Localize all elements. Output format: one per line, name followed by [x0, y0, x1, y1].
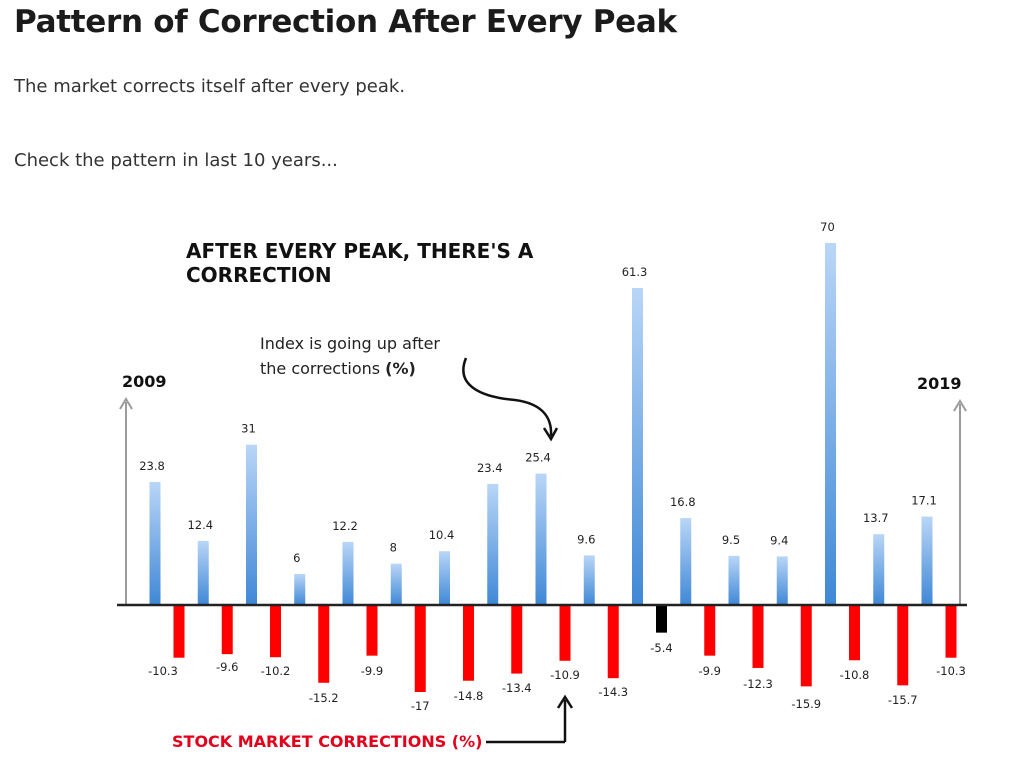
positive-value-label: 9.4 — [770, 533, 788, 547]
annotation-curved-arrow — [462, 357, 553, 437]
correction-value-label: -10.9 — [550, 668, 580, 682]
positive-bar — [294, 573, 306, 605]
annotation-line2-unit: (%) — [385, 359, 416, 378]
positive-value-label: 12.2 — [332, 519, 358, 533]
corrections-arrow-head — [556, 694, 574, 709]
correction-value-label: -10.2 — [261, 664, 291, 678]
correction-bar — [849, 605, 860, 661]
chart-title-line1: AFTER EVERY PEAK, THERE'S A — [186, 239, 534, 263]
positive-value-label: 17.1 — [911, 494, 937, 508]
correction-bar — [414, 605, 426, 692]
correction-bar — [800, 605, 812, 687]
end-arrow-head — [953, 399, 967, 412]
positive-bar — [342, 541, 354, 605]
value-labels-group: 23.8 12.4 31 6 12.2 8 10.4 23.4 25.4 9.6 61.3 16.8 9… — [139, 220, 966, 713]
intro-paragraph: The market corrects itself after every p… — [14, 76, 406, 97]
positive-bar — [197, 540, 209, 605]
positive-bar — [535, 473, 547, 605]
annotation-line2-text: the corrections — [260, 359, 385, 378]
annotation-arrow-head — [542, 427, 559, 442]
correction-value-label: -10.3 — [936, 664, 966, 678]
annotation-line2: the corrections (%) — [260, 359, 416, 378]
positive-bar — [825, 243, 836, 605]
positive-value-label: 31 — [241, 422, 256, 436]
positive-value-label: 61.3 — [622, 265, 648, 279]
positive-bar — [728, 555, 740, 605]
positive-value-label: 6 — [293, 551, 300, 565]
correction-value-label: -14.8 — [454, 689, 484, 703]
correction-bar — [463, 605, 474, 681]
start-year-label: 2009 — [122, 372, 167, 391]
correction-bar — [221, 605, 233, 655]
positive-value-label: 25.4 — [525, 451, 551, 465]
corrections-label: STOCK MARKET CORRECTIONS (%) — [172, 732, 482, 751]
correction-value-label: -12.3 — [743, 677, 773, 691]
correction-value-label: -9.9 — [361, 664, 383, 678]
correction-value-label: -13.4 — [502, 681, 532, 695]
correction-value-label: -5.4 — [650, 641, 672, 655]
positive-bar — [921, 516, 933, 605]
correction-value-label: -15.9 — [791, 697, 821, 711]
positive-bar — [680, 518, 692, 605]
correction-bar — [607, 605, 619, 679]
page-title: Pattern of Correction After Every Peak — [14, 4, 677, 40]
positive-value-label: 70 — [820, 220, 835, 234]
positive-value-label: 23.8 — [139, 459, 165, 473]
positive-bar — [390, 563, 402, 605]
correction-bar — [173, 605, 185, 658]
positive-bar — [632, 287, 643, 605]
correction-value-label: -15.7 — [888, 693, 918, 707]
correction-bar — [945, 605, 957, 658]
positive-bar — [776, 556, 788, 605]
chart-title-line2: CORRECTION — [186, 263, 332, 287]
positive-value-label: 9.6 — [577, 532, 595, 546]
pattern-paragraph: Check the pattern in last 10 years... — [14, 150, 338, 171]
positive-value-label: 9.5 — [722, 533, 740, 547]
end-year-label: 2019 — [917, 374, 962, 393]
positive-bar — [149, 481, 161, 605]
correction-bar — [559, 605, 571, 661]
correction-bar — [656, 605, 667, 633]
correction-bar — [704, 605, 716, 656]
correction-bar — [752, 605, 764, 668]
positive-bar — [246, 444, 257, 605]
positive-value-label: 13.7 — [863, 511, 889, 525]
positive-bar — [487, 483, 499, 605]
positive-value-label: 12.4 — [187, 518, 213, 532]
start-arrow-head — [119, 397, 133, 410]
positive-value-label: 10.4 — [429, 528, 455, 542]
positive-bar — [873, 534, 885, 605]
positive-bar — [439, 551, 450, 605]
positive-value-label: 16.8 — [670, 495, 696, 509]
positive-value-label: 23.4 — [477, 461, 503, 475]
correction-value-label: -15.2 — [309, 691, 339, 705]
correction-value-label: -9.9 — [699, 664, 721, 678]
correction-bar — [511, 605, 523, 674]
correction-bar — [318, 605, 330, 683]
correction-value-label: -9.6 — [216, 660, 238, 674]
correction-value-label: -10.3 — [148, 664, 178, 678]
correction-value-label: -14.3 — [598, 685, 628, 699]
correction-bar — [270, 605, 281, 658]
annotation-line1: Index is going up after — [260, 334, 440, 353]
correction-bar — [897, 605, 909, 686]
correction-value-label: -17 — [411, 699, 430, 713]
correction-bar — [366, 605, 378, 656]
positive-bar — [583, 555, 595, 605]
positive-value-label: 8 — [390, 541, 397, 555]
correction-value-label: -10.8 — [840, 668, 870, 682]
bars-group — [149, 243, 957, 692]
